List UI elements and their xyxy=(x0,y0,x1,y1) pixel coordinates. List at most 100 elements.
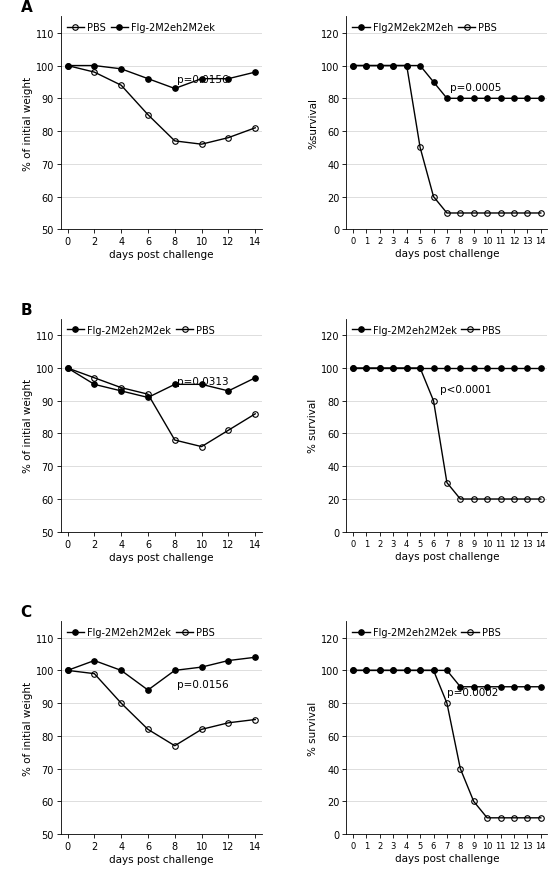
Flg-2M2eh2M2ek xyxy=(118,666,124,676)
PBS xyxy=(430,192,437,202)
PBS xyxy=(252,123,259,134)
PBS xyxy=(225,718,232,728)
Text: A: A xyxy=(20,0,33,16)
Legend: Flg-2M2eh2M2ek, PBS: Flg-2M2eh2M2ek, PBS xyxy=(351,324,502,336)
Line: PBS: PBS xyxy=(350,366,544,502)
PBS xyxy=(484,813,491,823)
Flg2M2ek2M2eh xyxy=(484,94,491,104)
PBS xyxy=(225,133,232,143)
PBS xyxy=(497,209,504,219)
PBS xyxy=(524,209,531,219)
PBS xyxy=(390,61,397,71)
PBS xyxy=(64,61,71,71)
PBS xyxy=(377,61,383,71)
Flg2M2ek2M2eh xyxy=(403,61,410,71)
Flg-2M2eh2M2ek xyxy=(390,666,397,676)
PBS xyxy=(417,363,424,374)
Line: PBS: PBS xyxy=(350,668,544,820)
Flg-2M2eh2M2ek xyxy=(64,61,71,71)
Flg-2M2eh2M2ek xyxy=(444,363,450,374)
Flg2M2ek2M2eh xyxy=(417,61,424,71)
Legend: Flg2M2ek2M2eh, PBS: Flg2M2ek2M2eh, PBS xyxy=(351,23,498,34)
Line: Flg2M2ek2M2eh: Flg2M2ek2M2eh xyxy=(350,63,544,102)
Flg-2M2eh2M2ek xyxy=(225,655,232,666)
Flg-2M2eh2M2ek xyxy=(252,653,259,663)
Flg-2M2eh2M2ek xyxy=(417,363,424,374)
PBS xyxy=(377,363,383,374)
Flg-2M2eh2M2ek xyxy=(91,655,98,666)
Flg-2M2eh2M2ek xyxy=(403,363,410,374)
Flg-2M2eh2M2ek xyxy=(417,666,424,676)
Flg-2M2eh2M2ek xyxy=(430,363,437,374)
PBS xyxy=(524,813,531,823)
Flg-2M2eh2M2ek xyxy=(145,75,152,85)
Y-axis label: % of initial weight: % of initial weight xyxy=(23,681,33,775)
Legend: Flg-2M2eh2M2ek, PBS: Flg-2M2eh2M2ek, PBS xyxy=(66,627,216,639)
Flg-2M2eh2M2ek xyxy=(377,666,383,676)
PBS xyxy=(417,666,424,676)
Flg-2M2eh2M2ek xyxy=(91,61,98,71)
PBS xyxy=(145,724,152,734)
PBS xyxy=(171,136,178,147)
Flg-2M2eh2M2ek xyxy=(403,666,410,676)
Flg2M2ek2M2eh xyxy=(430,77,437,88)
Flg-2M2eh2M2ek xyxy=(252,373,259,383)
Flg2M2ek2M2eh xyxy=(444,94,450,104)
PBS xyxy=(430,666,437,676)
Flg2M2ek2M2eh xyxy=(377,61,383,71)
Y-axis label: % of initial weight: % of initial weight xyxy=(23,379,33,473)
PBS xyxy=(91,68,98,78)
Flg-2M2eh2M2ek xyxy=(225,75,232,85)
X-axis label: days post challenge: days post challenge xyxy=(395,853,499,863)
PBS xyxy=(363,666,370,676)
PBS xyxy=(538,494,544,505)
Line: PBS: PBS xyxy=(65,668,258,749)
Flg-2M2eh2M2ek xyxy=(471,363,477,374)
PBS xyxy=(484,209,491,219)
X-axis label: days post challenge: days post challenge xyxy=(109,249,213,260)
PBS xyxy=(497,494,504,505)
PBS xyxy=(444,209,450,219)
Flg2M2ek2M2eh xyxy=(390,61,397,71)
PBS xyxy=(118,698,124,708)
PBS xyxy=(403,666,410,676)
Flg-2M2eh2M2ek xyxy=(497,363,504,374)
Flg-2M2eh2M2ek xyxy=(118,386,124,396)
PBS xyxy=(417,143,424,154)
Text: p=0.0005: p=0.0005 xyxy=(450,83,501,93)
X-axis label: days post challenge: days post challenge xyxy=(395,249,499,259)
Flg-2M2eh2M2ek xyxy=(64,666,71,676)
PBS xyxy=(444,698,450,708)
Flg-2M2eh2M2ek xyxy=(444,666,450,676)
PBS xyxy=(225,426,232,436)
Flg-2M2eh2M2ek xyxy=(225,386,232,396)
Text: B: B xyxy=(20,302,32,317)
Flg2M2ek2M2eh xyxy=(457,94,463,104)
PBS xyxy=(145,110,152,121)
Flg-2M2eh2M2ek xyxy=(349,363,356,374)
Line: PBS: PBS xyxy=(65,63,258,148)
PBS xyxy=(377,666,383,676)
PBS xyxy=(538,813,544,823)
Flg-2M2eh2M2ek xyxy=(377,363,383,374)
Flg-2M2eh2M2ek xyxy=(538,363,544,374)
Flg2M2ek2M2eh xyxy=(538,94,544,104)
PBS xyxy=(390,666,397,676)
Flg-2M2eh2M2ek xyxy=(457,682,463,693)
PBS xyxy=(457,209,463,219)
Flg-2M2eh2M2ek xyxy=(171,84,178,95)
Flg-2M2eh2M2ek xyxy=(252,68,259,78)
Flg-2M2eh2M2ek xyxy=(484,363,491,374)
Legend: Flg-2M2eh2M2ek, PBS: Flg-2M2eh2M2ek, PBS xyxy=(66,324,216,336)
PBS xyxy=(64,363,71,374)
Flg-2M2eh2M2ek xyxy=(91,380,98,390)
PBS xyxy=(349,61,356,71)
Line: PBS: PBS xyxy=(65,366,258,450)
PBS xyxy=(510,209,517,219)
PBS xyxy=(538,209,544,219)
Flg-2M2eh2M2ek xyxy=(363,666,370,676)
PBS xyxy=(118,383,124,394)
PBS xyxy=(390,363,397,374)
Flg-2M2eh2M2ek xyxy=(457,363,463,374)
PBS xyxy=(145,389,152,400)
